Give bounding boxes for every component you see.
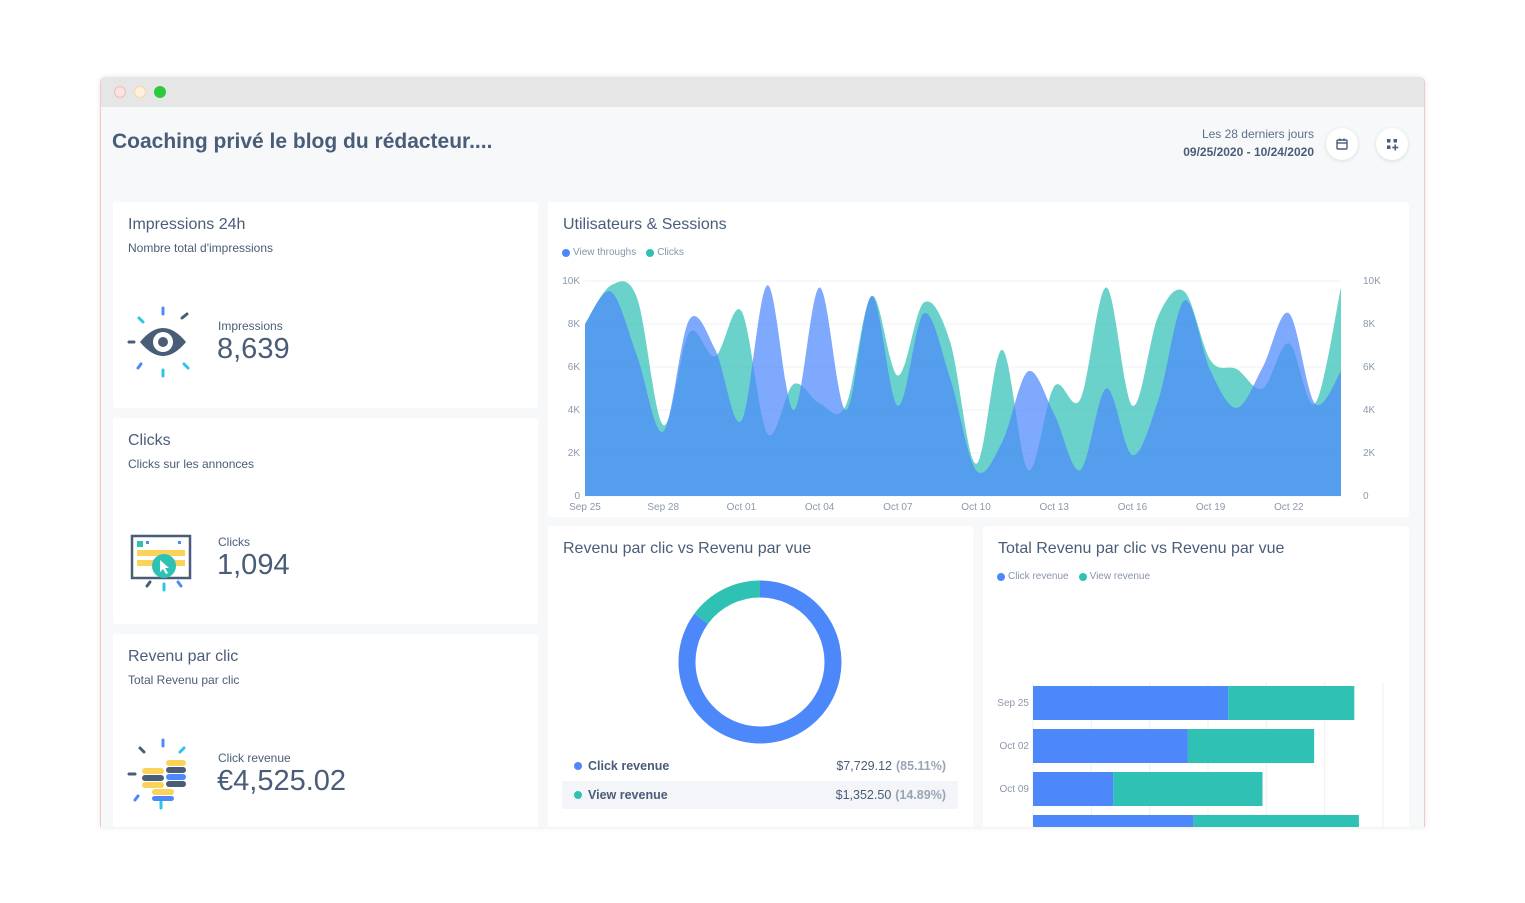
y-tick-label-right: 10K xyxy=(1363,276,1381,287)
minimize-window-button[interactable] xyxy=(134,86,146,98)
legend-label: View revenue xyxy=(1089,571,1151,582)
metric-label: Clicks xyxy=(218,535,250,549)
legend-row-click-revenue[interactable]: Click revenue $7,729.12 (85.11%) xyxy=(562,752,958,780)
eye-icon xyxy=(127,306,190,378)
click-revenue-card: Revenu par clic Total Revenu par clic Cl… xyxy=(113,634,538,827)
legend-row-name: Click revenue xyxy=(588,759,670,773)
customize-button[interactable] xyxy=(1376,128,1408,160)
y-tick-label-left: 2K xyxy=(568,448,581,459)
card-subtitle: Nombre total d'impressions xyxy=(128,241,274,255)
y-tick-label-right: 0 xyxy=(1363,491,1369,502)
legend-row-percent: (14.89%) xyxy=(895,788,946,802)
card-title: Impressions 24h xyxy=(128,216,246,233)
close-window-button[interactable] xyxy=(114,86,126,98)
bar-view-revenue xyxy=(1193,815,1359,827)
legend-label: View throughs xyxy=(573,247,637,258)
calendar-button[interactable] xyxy=(1326,128,1358,160)
chart-legend: View throughs Clicks xyxy=(562,247,684,258)
y-tick-label-left: 0 xyxy=(574,491,580,502)
y-tick-label-left: 6K xyxy=(568,362,581,373)
date-range-value: 09/25/2020 - 10/24/2020 xyxy=(1183,145,1314,159)
card-title: Revenu par clic xyxy=(128,648,239,665)
donut-slice-click-revenue xyxy=(678,580,842,744)
card-title: Clicks xyxy=(128,432,171,449)
x-tick-label: Oct 16 xyxy=(1118,502,1148,513)
legend-label: Clicks xyxy=(657,247,684,258)
card-subtitle: Clicks sur les annonces xyxy=(128,457,255,471)
maximize-window-button[interactable] xyxy=(154,86,166,98)
window-titlebar xyxy=(101,77,1424,107)
metric-value: €4,525.02 xyxy=(217,765,347,797)
date-range-label: Les 28 derniers jours xyxy=(1201,127,1314,141)
legend-row-view-revenue[interactable]: View revenue $1,352.50 (14.89%) xyxy=(562,781,958,809)
x-tick-label: Oct 13 xyxy=(1040,502,1070,513)
app-window: Coaching privé le blog du rédacteur.... … xyxy=(100,77,1425,827)
x-tick-label: Oct 07 xyxy=(883,502,913,513)
legend-item-view-throughs[interactable]: View throughs xyxy=(562,247,636,258)
bar-view-revenue xyxy=(1187,729,1315,763)
card-title: Utilisateurs & Sessions xyxy=(563,216,727,233)
users-sessions-card: Utilisateurs & Sessions View throughs Cl… xyxy=(548,202,1409,517)
legend-item-click-revenue[interactable]: Click revenue xyxy=(997,571,1069,582)
metric-label: Impressions xyxy=(218,319,283,333)
bar-view-revenue xyxy=(1228,686,1355,720)
y-tick-label: Sep 25 xyxy=(997,698,1029,709)
bar-click-revenue xyxy=(1033,729,1188,763)
y-tick-label-left: 8K xyxy=(568,319,581,330)
clicks-card: Clicks Clicks sur les annonces Clicks 1,… xyxy=(113,418,538,624)
impressions-card: Impressions 24h Nombre total d'impressio… xyxy=(113,202,538,408)
x-tick-label: Oct 04 xyxy=(805,502,835,513)
legend-row-name: View revenue xyxy=(588,788,668,802)
coins-icon xyxy=(127,738,186,810)
legend-item-view-revenue[interactable]: View revenue xyxy=(1078,571,1151,582)
x-tick-label: Oct 19 xyxy=(1196,502,1226,513)
bar-click-revenue xyxy=(1033,815,1194,827)
bar-click-revenue xyxy=(1033,772,1114,806)
area-chart: 0 0 2K 2K 4K 4K 6K 6K 8K 8K 10K 10K Sep 25 Sep 28 Oct … xyxy=(562,276,1381,513)
legend-label: Click revenue xyxy=(1008,571,1069,582)
bar-view-revenue xyxy=(1113,772,1263,806)
y-tick-label-left: 4K xyxy=(568,405,581,416)
y-tick-label: Oct 02 xyxy=(1000,741,1030,752)
donut-slice-view-revenue xyxy=(694,580,761,624)
metric-value: 8,639 xyxy=(217,333,290,365)
card-subtitle: Total Revenu par clic xyxy=(128,673,240,687)
bar-click-revenue xyxy=(1033,686,1229,720)
metric-label: Click revenue xyxy=(218,751,291,765)
x-tick-label: Oct 01 xyxy=(727,502,757,513)
legend-row-percent: (85.11%) xyxy=(895,759,946,773)
x-tick-label: Sep 25 xyxy=(569,502,601,513)
legend-row-value: $7,729.12 xyxy=(836,759,892,773)
donut-chart xyxy=(678,580,842,744)
ad-click-icon xyxy=(130,534,192,592)
y-tick-label-right: 8K xyxy=(1363,319,1376,330)
card-title: Total Revenu par clic vs Revenu par vue xyxy=(998,540,1285,557)
legend-row-value: $1,352.50 xyxy=(835,788,892,802)
y-tick-label-right: 6K xyxy=(1363,362,1376,373)
y-tick-label: Oct 09 xyxy=(1000,784,1030,795)
grid-plus-icon xyxy=(1386,138,1398,150)
x-tick-label: Sep 28 xyxy=(647,502,679,513)
card-title: Revenu par clic vs Revenu par vue xyxy=(563,540,812,557)
x-tick-label: Oct 10 xyxy=(961,502,991,513)
metric-value: 1,094 xyxy=(217,549,290,581)
revenue-split-card: Revenu par clic vs Revenu par vue Click … xyxy=(548,526,973,827)
x-tick-label: Oct 22 xyxy=(1274,502,1304,513)
chart-legend: Click revenue View revenue xyxy=(997,571,1150,582)
y-tick-label-right: 2K xyxy=(1363,448,1376,459)
y-tick-label-right: 4K xyxy=(1363,405,1376,416)
date-range-block: Les 28 derniers jours 09/25/2020 - 10/24… xyxy=(1183,127,1314,159)
calendar-icon xyxy=(1336,138,1348,150)
legend-item-clicks[interactable]: Clicks xyxy=(646,247,684,258)
area-series-view-throughs xyxy=(585,285,1341,496)
dashboard-title: Coaching privé le blog du rédacteur.... xyxy=(112,130,493,153)
total-revenue-card: Total Revenu par clic vs Revenu par vue … xyxy=(983,526,1409,827)
y-tick-label-left: 10K xyxy=(562,276,580,287)
